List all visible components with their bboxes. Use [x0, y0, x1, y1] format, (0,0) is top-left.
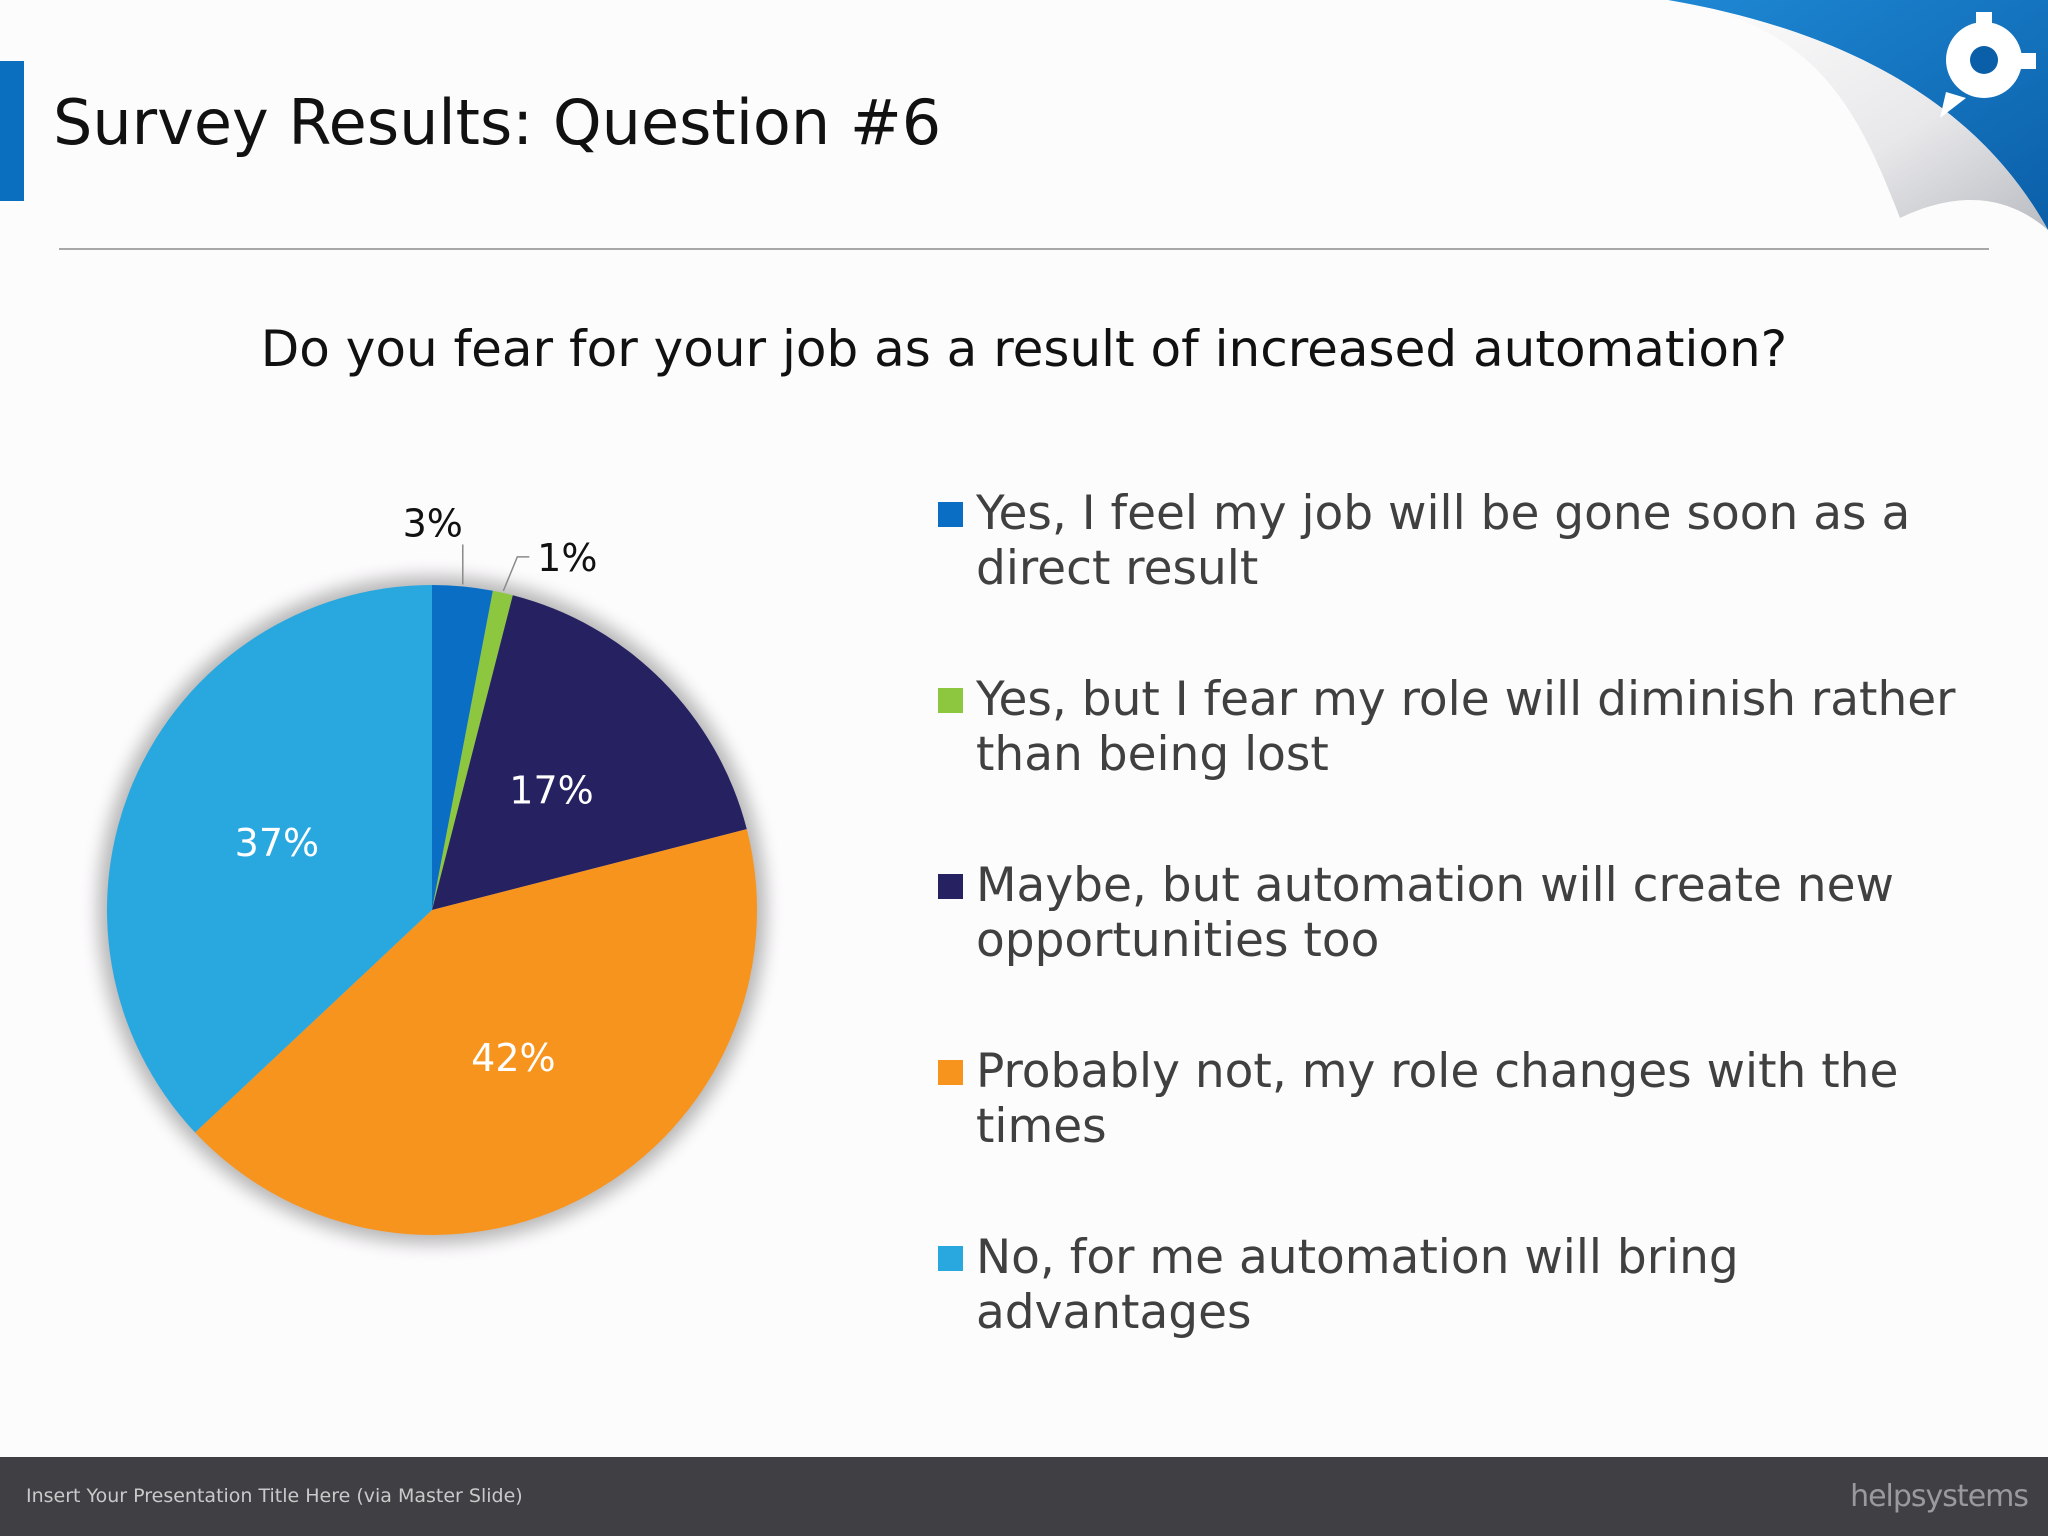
- footer-presentation-title: Insert Your Presentation Title Here (via…: [26, 1485, 523, 1507]
- title-accent-bar: [0, 61, 24, 201]
- legend-swatch: [938, 502, 963, 527]
- legend-item: Yes, but I fear my role will diminish ra…: [938, 672, 1998, 858]
- corner-page-curl: [1668, 0, 2048, 230]
- pie-slice: [107, 585, 433, 1133]
- leader-line: [502, 556, 530, 592]
- legend-swatch: [938, 1060, 963, 1085]
- pie-slice-label: 37%: [235, 821, 319, 865]
- pie-slice: [432, 590, 513, 910]
- title-divider: [59, 248, 1989, 250]
- legend-swatch: [938, 1246, 963, 1271]
- legend-item: Probably not, my role changes with the t…: [938, 1044, 1998, 1230]
- chart-legend: Yes, I feel my job will be gone soon as …: [938, 486, 1998, 1416]
- chart-question: Do you fear for your job as a result of …: [260, 320, 1788, 378]
- pie-chart: 3% 1% 17% 42% 37%: [98, 501, 766, 1244]
- pie-slice: [432, 595, 747, 910]
- pie-slice-label: 42%: [471, 1036, 555, 1080]
- legend-item: Maybe, but automation will create new op…: [938, 858, 1998, 1044]
- pie-slice-label: 17%: [509, 768, 593, 812]
- company-logo: helpsystems: [1850, 1479, 2029, 1514]
- legend-item: Yes, I feel my job will be gone soon as …: [938, 486, 1998, 672]
- legend-swatch: [938, 874, 963, 899]
- pie-slice: [432, 585, 493, 910]
- legend-label: Maybe, but automation will create new op…: [976, 858, 1894, 968]
- legend-label: No, for me automation will bring advanta…: [976, 1230, 1739, 1340]
- pie-slice-label: 1%: [537, 536, 597, 580]
- slide-title: Survey Results: Question #6: [53, 86, 942, 159]
- legend-swatch: [938, 688, 963, 713]
- footer-bar: Insert Your Presentation Title Here (via…: [0, 1457, 2048, 1536]
- legend-label: Yes, I feel my job will be gone soon as …: [976, 486, 1911, 596]
- legend-label: Yes, but I fear my role will diminish ra…: [976, 672, 1956, 782]
- legend-label: Probably not, my role changes with the t…: [976, 1044, 1899, 1154]
- pie-slice-label: 3%: [403, 501, 463, 545]
- legend-item: No, for me automation will bring advanta…: [938, 1230, 1998, 1416]
- pie-slice: [195, 829, 757, 1235]
